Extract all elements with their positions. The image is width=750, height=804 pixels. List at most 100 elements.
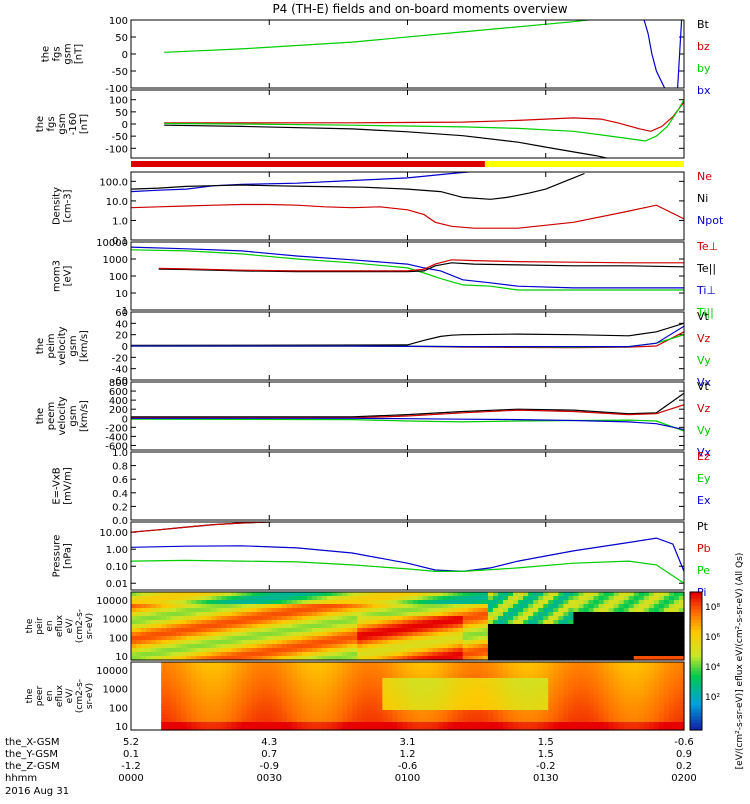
spectrogram-cell xyxy=(568,726,574,731)
spectrogram-cell xyxy=(583,624,590,629)
spectrogram-cell xyxy=(362,592,368,597)
spectrogram-cell xyxy=(387,604,394,609)
spectrogram-cell xyxy=(266,698,273,703)
spectrogram-cell xyxy=(523,656,529,661)
spectrogram-cell xyxy=(206,694,213,699)
spectrogram-cell xyxy=(377,628,383,633)
spectrogram-cell xyxy=(603,636,610,641)
spectrogram-cell xyxy=(337,652,343,657)
spectrogram-cell xyxy=(678,648,685,653)
spectrogram-cell xyxy=(613,694,620,699)
spectrogram-cell xyxy=(452,632,459,637)
spectrogram-cell xyxy=(181,694,187,699)
spectrogram-cell xyxy=(266,674,273,679)
spectrogram-cell xyxy=(151,722,157,727)
spectrogram-cell xyxy=(678,608,685,613)
spectrogram-cell xyxy=(492,604,499,609)
spectrogram-cell xyxy=(141,698,147,703)
spectrogram-cell xyxy=(181,596,187,601)
spectrogram-cell xyxy=(206,648,213,653)
spectrogram-cell xyxy=(241,644,248,649)
spectrogram-cell xyxy=(467,690,474,695)
spectrogram-cell xyxy=(352,596,358,601)
spectrogram-cell xyxy=(166,644,172,649)
spectrogram-cell xyxy=(171,600,177,605)
spectrogram-cell xyxy=(161,596,167,601)
spectrogram-cell xyxy=(523,710,529,715)
spectrogram-cell xyxy=(513,636,519,641)
spectrogram-cell xyxy=(402,718,409,723)
spectrogram-cell xyxy=(452,722,459,727)
spectrogram-cell xyxy=(447,722,454,727)
y-axis-label: the xyxy=(35,116,46,132)
spectrogram-cell xyxy=(387,612,394,617)
spectrogram-cell xyxy=(362,616,368,621)
spectrogram-cell xyxy=(392,652,399,657)
spectrogram-cell xyxy=(382,670,388,675)
spectrogram-cell xyxy=(166,616,172,621)
spectrogram-cell xyxy=(291,620,298,625)
spectrogram-cell xyxy=(633,616,640,621)
spectrogram-cell xyxy=(528,666,534,671)
spectrogram-cell xyxy=(161,674,167,679)
spectrogram-cell xyxy=(347,596,353,601)
spectrogram-cell xyxy=(422,600,429,605)
spectrogram-cell xyxy=(668,710,675,715)
spectrogram-cell xyxy=(467,674,474,679)
spectrogram-cell xyxy=(221,648,228,653)
spectrogram-cell xyxy=(528,670,534,675)
spectrogram-cell xyxy=(136,644,142,649)
spectrogram-cell xyxy=(673,714,680,719)
spectrogram-cell xyxy=(286,674,293,679)
spectrogram-cell xyxy=(412,612,419,617)
spectrogram-cell xyxy=(583,616,590,621)
spectrogram-cell xyxy=(528,690,534,695)
spectrogram-cell xyxy=(251,674,258,679)
spectrogram-cell xyxy=(503,640,509,645)
spectrogram-cell xyxy=(487,726,494,731)
spectrogram-cell xyxy=(236,670,243,675)
spectrogram-cell xyxy=(508,702,514,707)
spectrogram-cell xyxy=(377,674,383,679)
spectrogram-cell xyxy=(261,636,268,641)
spectrogram-cell xyxy=(352,682,358,687)
spectrogram-cell xyxy=(146,656,152,661)
spectrogram-cell xyxy=(377,636,383,641)
y-axis-label: the xyxy=(25,618,35,633)
spectrogram-cell xyxy=(648,608,655,613)
spectrogram-cell xyxy=(503,718,509,723)
spectrogram-cell xyxy=(352,628,358,633)
spectrogram-cell xyxy=(146,600,152,605)
spectrogram-cell xyxy=(492,726,499,731)
spectrogram-cell xyxy=(553,686,559,691)
spectrogram-cell xyxy=(276,674,283,679)
xaxis-value: 3.1 xyxy=(400,737,416,748)
spectrogram-cell xyxy=(417,648,424,653)
spectrogram-cell xyxy=(668,620,675,625)
spectrogram-cell xyxy=(533,620,539,625)
spectrogram-cell xyxy=(533,640,539,645)
spectrogram-cell xyxy=(347,726,353,731)
spectrogram-cell xyxy=(181,632,187,637)
spectrogram-cell xyxy=(528,710,534,715)
spectrogram-cell xyxy=(503,600,509,605)
spectrogram-cell xyxy=(317,706,323,711)
spectrogram-cell xyxy=(678,678,685,683)
spectrogram-cell xyxy=(638,678,645,683)
legend-Pb: Pb xyxy=(697,542,711,555)
spectrogram-cell xyxy=(291,662,298,667)
spectrogram-cell xyxy=(322,648,328,653)
spectrogram-cell xyxy=(528,652,534,657)
spectrogram-cell xyxy=(487,636,494,641)
spectrogram-cell xyxy=(256,616,263,621)
spectrogram-cell xyxy=(538,670,544,675)
spectrogram-cell xyxy=(482,636,489,641)
spectrogram-cell xyxy=(412,628,419,633)
spectrogram-cell xyxy=(407,702,414,707)
legend-Ne: Ne xyxy=(697,170,712,183)
spectrogram-cell xyxy=(322,662,328,667)
spectrogram-cell xyxy=(281,648,288,653)
spectrogram-cell xyxy=(201,674,208,679)
spectrogram-cell xyxy=(543,722,549,727)
spectrogram-cell xyxy=(131,640,137,645)
